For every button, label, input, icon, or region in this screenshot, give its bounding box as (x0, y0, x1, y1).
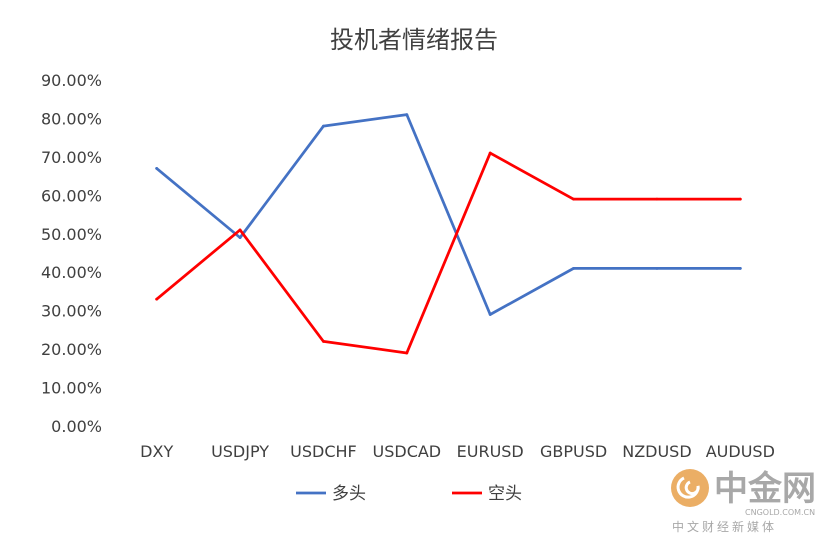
watermark-logo-swirl (676, 476, 700, 499)
series-line-0 (155, 113, 742, 316)
data-point (322, 340, 325, 343)
data-point (155, 167, 159, 170)
x-tick-label: USDCHF (290, 442, 357, 461)
y-tick-label: 0.00% (51, 417, 102, 436)
y-tick-label: 30.00% (41, 302, 102, 321)
y-tick-label: 70.00% (41, 148, 102, 167)
y-tick-label: 10.00% (41, 379, 102, 398)
data-point (572, 197, 575, 201)
data-point (572, 266, 575, 270)
x-tick-label: EURUSD (457, 442, 524, 461)
data-point (488, 313, 492, 316)
watermark: 中金网 CNGOLD.COM.CN 中文财经新媒体 (671, 469, 816, 534)
legend-label: 多头 (332, 484, 366, 504)
watermark-brand: 中金网 (714, 469, 816, 509)
legend: 多头 空头 (296, 484, 522, 504)
watermark-url: CNGOLD.COM.CN (745, 508, 815, 517)
data-point (322, 124, 325, 128)
chart-title: 投机者情绪报告 (330, 26, 498, 54)
x-tick-label: NZDUSD (622, 442, 691, 461)
y-tick-label: 40.00% (41, 263, 102, 282)
data-point (655, 266, 659, 270)
x-axis-ticks: DXY USDJPY USDCHF USDCAD EURUSD GBPUSD NZDUSD A… (140, 442, 775, 461)
legend-label: 空头 (488, 484, 522, 504)
data-point (155, 297, 159, 301)
data-point (738, 266, 742, 270)
y-tick-label: 20.00% (41, 340, 102, 359)
y-tick-label: 90.00% (41, 71, 102, 90)
y-tick-label: 60.00% (41, 186, 102, 205)
data-point (238, 228, 242, 232)
y-tick-label: 50.00% (41, 225, 102, 244)
data-point (655, 197, 659, 201)
x-tick-label: AUDUSD (706, 442, 775, 461)
watermark-tagline: 中文财经新媒体 (672, 519, 777, 534)
data-point (488, 151, 492, 155)
x-tick-label: USDCAD (373, 442, 442, 461)
x-tick-label: USDJPY (211, 442, 269, 461)
data-point (238, 236, 242, 240)
x-tick-label: GBPUSD (540, 442, 607, 461)
data-point (405, 113, 409, 116)
series-line-1 (155, 151, 742, 355)
series-lines (155, 113, 742, 355)
y-tick-label: 80.00% (41, 109, 102, 128)
x-tick-label: DXY (140, 442, 173, 461)
y-axis-ticks: 0.00% 10.00% 20.00% 30.00% 40.00% 50.00% 60.00… (41, 71, 102, 436)
data-point (405, 351, 409, 355)
data-point (738, 197, 742, 201)
